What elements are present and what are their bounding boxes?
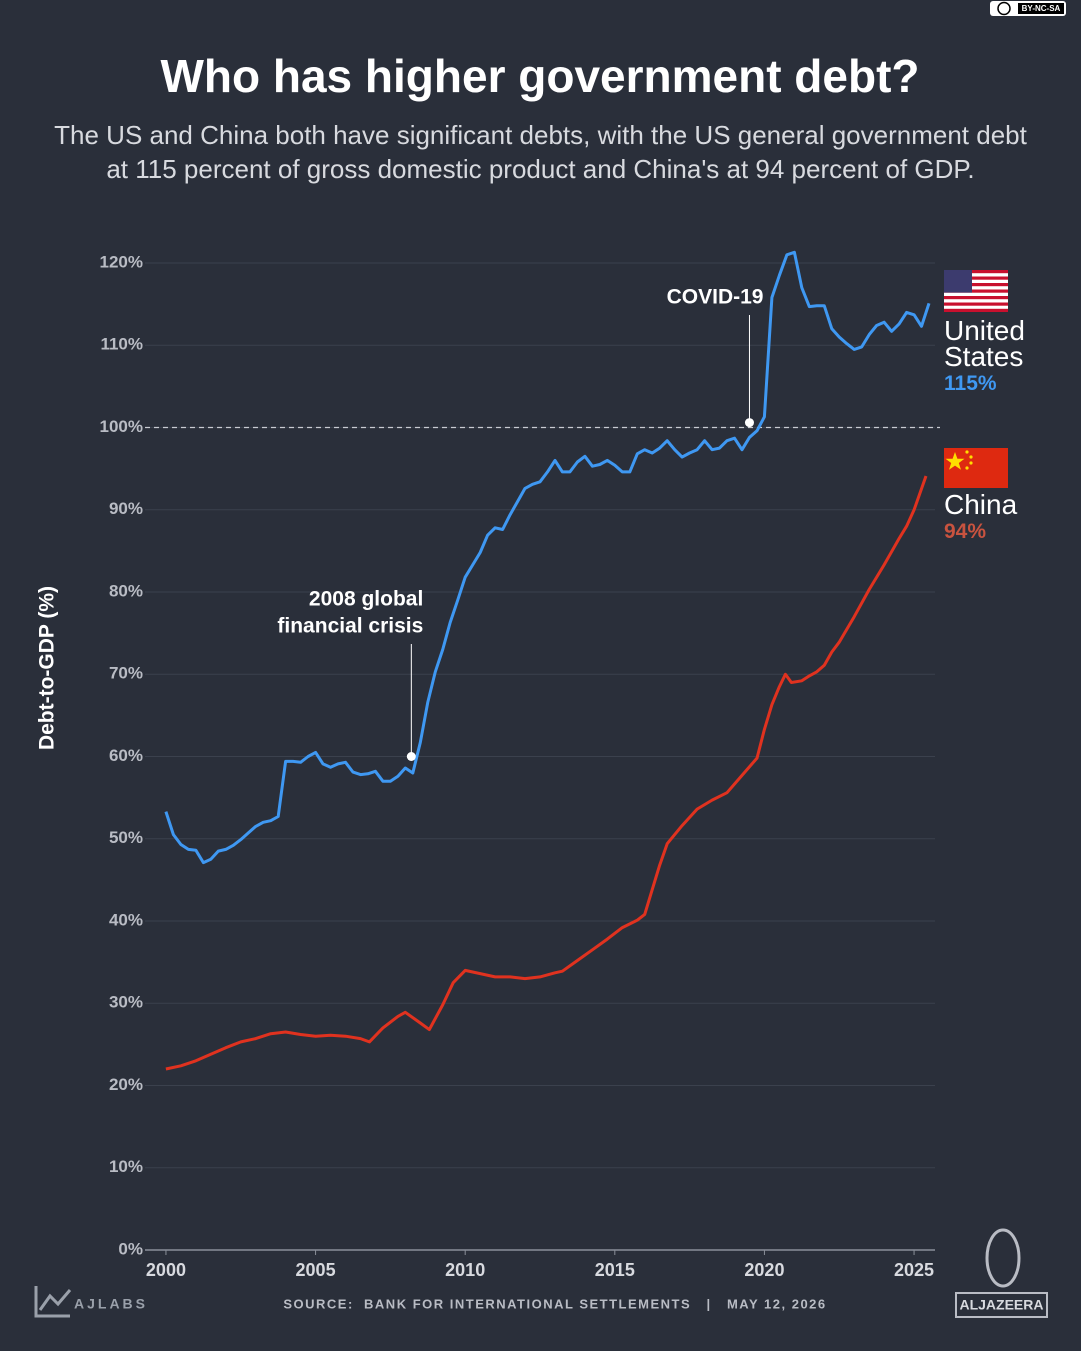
annotation-text: COVID-19 — [667, 286, 764, 309]
series-line — [165, 475, 928, 1071]
y-tick-label: 80% — [109, 581, 143, 600]
y-tick-label: 20% — [109, 1075, 143, 1094]
y-tick-label: 120% — [100, 252, 143, 271]
annotation-dot — [744, 418, 754, 428]
y-axis-title: Debt-to-GDP (%) — [36, 586, 59, 750]
x-tick-label: 2020 — [744, 1260, 784, 1280]
series-line — [164, 250, 931, 865]
x-tick-label: 2015 — [595, 1260, 635, 1280]
license: BY-NC-SA — [1022, 4, 1061, 13]
y-tick-label: 30% — [109, 993, 143, 1012]
y-tick-label: 110% — [100, 335, 143, 354]
subtitle: The US and China both have significant d… — [54, 120, 1027, 184]
y-tick-label: 100% — [100, 417, 143, 436]
credit: AJLABS — [74, 1296, 148, 1312]
x-tick-label: 2025 — [894, 1260, 934, 1280]
x-tick-label: 2005 — [296, 1260, 336, 1280]
annotation-text: 2008 global — [309, 588, 423, 611]
annotation-dot — [406, 752, 416, 761]
chart-title: Who has higher government debt? — [160, 50, 919, 102]
license-badge: BY-NC-SA — [990, 1, 1066, 16]
y-tick-label: 0% — [118, 1239, 143, 1258]
ajlabs-logo: AJLABS — [34, 1286, 148, 1318]
source: SOURCE: BANK FOR INTERNATIONAL SETTLEMEN… — [283, 1296, 826, 1311]
end-label: 94% — [944, 520, 987, 543]
y-tick-label: 60% — [109, 746, 143, 765]
annotation-text: financial crisis — [277, 615, 423, 638]
publisher: ALJAZEERA — [959, 1297, 1043, 1313]
y-tick-label: 40% — [109, 910, 143, 929]
legend-label: United States — [944, 315, 1025, 372]
end-label: 115% — [944, 372, 997, 395]
x-tick-label: 2000 — [146, 1260, 186, 1280]
y-tick-label: 90% — [109, 499, 143, 518]
y-tick-label: 70% — [109, 664, 143, 683]
china-flag — [944, 448, 1008, 488]
us-flag — [944, 270, 1008, 312]
x-tick-label: 2010 — [445, 1260, 485, 1280]
y-tick-label: 10% — [109, 1157, 143, 1176]
legend-label: China — [944, 489, 1018, 520]
y-tick-label: 50% — [109, 828, 143, 847]
publisher-logo: ALJAZEERA — [955, 1228, 1048, 1318]
